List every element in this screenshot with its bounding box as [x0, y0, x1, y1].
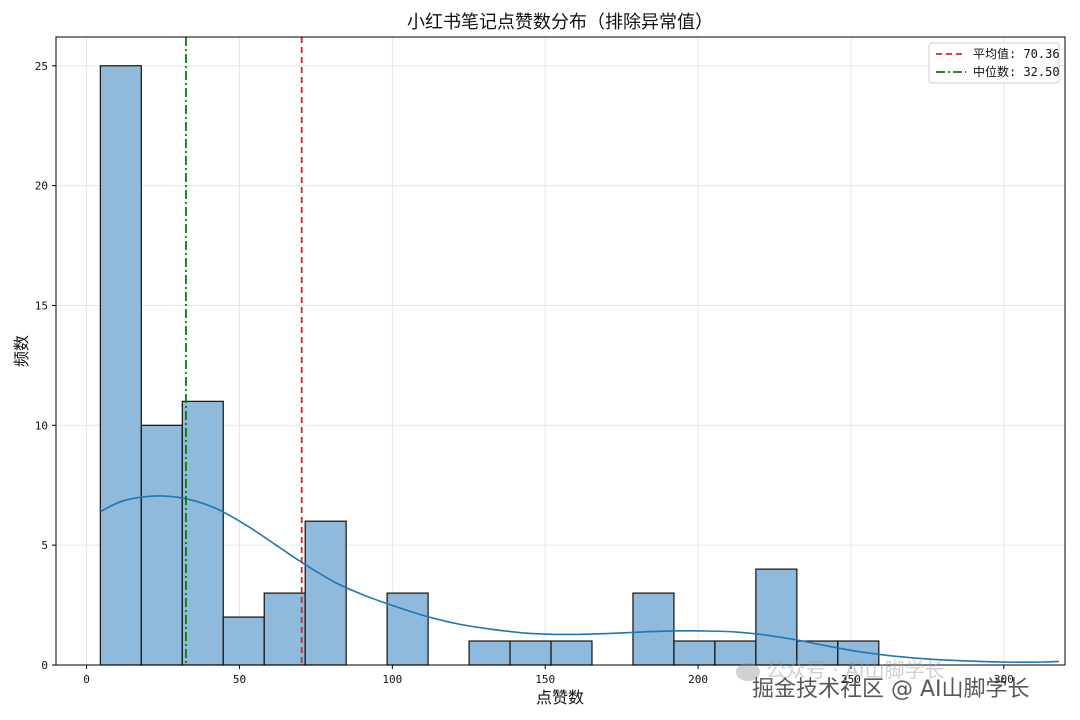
histogram-bar — [222, 616, 265, 666]
histogram-bar — [181, 400, 224, 666]
histogram-bars — [99, 65, 880, 666]
grid-lines — [56, 37, 1065, 666]
y-axis-title: 频数 — [12, 335, 31, 367]
x-tick-label: 150 — [535, 673, 555, 686]
x-tick-label: 50 — [233, 673, 246, 686]
histogram-bar — [509, 640, 552, 666]
histogram-bar — [755, 568, 798, 666]
histogram-bar — [99, 65, 142, 666]
plot-frame — [55, 36, 1066, 666]
histogram-bar — [468, 640, 511, 666]
watermark-line-1: 公众号 · AI山脚学长 — [736, 654, 945, 683]
kde-curve — [99, 495, 1059, 664]
x-tick-label: 200 — [688, 673, 708, 686]
reference-lines — [185, 37, 303, 665]
legend-label-median: 中位数: 32.50 — [973, 64, 1060, 79]
histogram-bar — [632, 592, 675, 666]
histogram-bar — [304, 520, 347, 666]
watermark-line-2: 掘金技术社区 @ AI山脚学长 — [752, 677, 1030, 702]
x-tick-label: 300 — [994, 673, 1014, 686]
histogram-bar — [673, 640, 716, 666]
legend-label-mean: 平均值: 70.36 — [973, 46, 1060, 61]
y-tick-label: 5 — [41, 539, 48, 552]
y-tick-label: 0 — [41, 659, 48, 672]
y-tick-label: 20 — [35, 180, 48, 193]
wechat-icon — [736, 662, 760, 681]
x-tick-label: 100 — [382, 673, 402, 686]
y-tick-label: 15 — [35, 299, 48, 312]
histogram-bar — [140, 424, 183, 666]
legend-box — [928, 42, 1060, 84]
histogram-bar — [550, 640, 593, 666]
chart-title: 小红书笔记点赞数分布（排除异常值） — [407, 12, 713, 33]
histogram-bar — [263, 592, 306, 666]
histogram-bar — [386, 592, 429, 666]
legend: 平均值: 70.36 中位数: 32.50 — [928, 42, 1060, 84]
axis-ticks: 0 50 100 150 200 250 300 0 5 10 15 20 25 — [35, 60, 1014, 686]
x-axis-title: 点赞数 — [536, 688, 584, 707]
y-tick-label: 10 — [35, 419, 48, 432]
y-tick-label: 25 — [35, 60, 48, 73]
x-tick-label: 250 — [841, 673, 861, 686]
x-tick-label: 0 — [83, 673, 90, 686]
